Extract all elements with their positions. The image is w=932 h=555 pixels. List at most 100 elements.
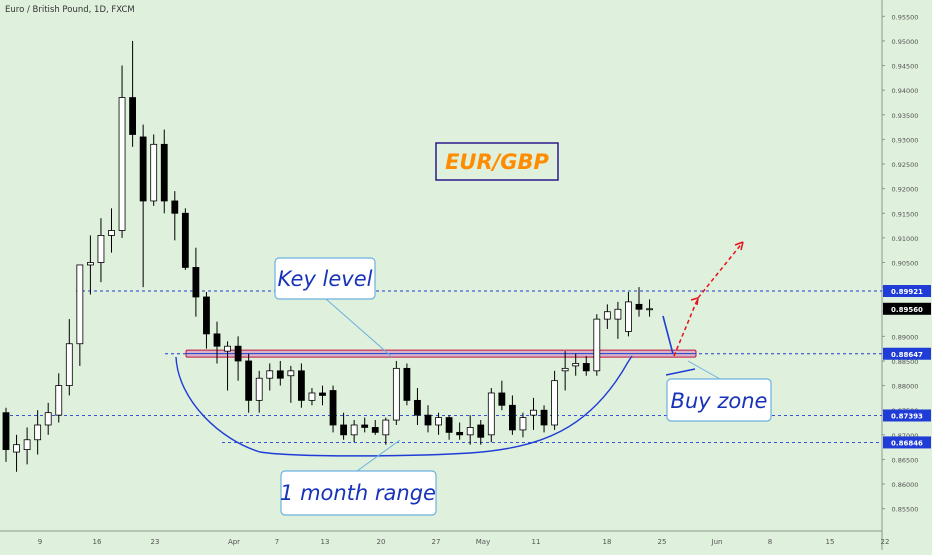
- chart-title: Euro / British Pound, 1D, FXCM: [5, 5, 135, 15]
- y-tick-label: 0.95000: [892, 38, 919, 46]
- y-tick-label: 0.92000: [892, 186, 919, 194]
- candle-body: [361, 424, 369, 428]
- last-price-badge: [883, 302, 931, 315]
- candle-body: [414, 399, 421, 416]
- buy-zone-label: Buy zone: [671, 389, 768, 413]
- candle-body: [160, 143, 168, 202]
- candle-body: [181, 212, 189, 268]
- candle-body: [614, 308, 622, 320]
- candle-body: [192, 267, 200, 298]
- candle-body: [108, 230, 115, 236]
- candle-body: [582, 363, 590, 372]
- buy-zone-box: [666, 378, 772, 422]
- candle-body: [23, 439, 31, 451]
- x-tick-label: 27: [432, 538, 441, 546]
- candle-body: [625, 301, 632, 332]
- level-price-label: 0.88647: [891, 351, 923, 359]
- candle-body: [171, 200, 179, 214]
- y-tick-label: 0.86000: [892, 481, 919, 489]
- candle-body: [593, 318, 601, 372]
- level-price-label: 0.89921: [891, 288, 923, 296]
- x-tick-label: 23: [151, 538, 160, 546]
- candle-body: [603, 311, 611, 320]
- last-price-label: 0.89560: [891, 306, 923, 314]
- range-label: 1 month range: [280, 481, 436, 505]
- candle-body: [646, 308, 653, 311]
- candle-body: [2, 412, 10, 451]
- candle-body: [329, 390, 337, 426]
- candle-body: [466, 427, 474, 436]
- candle-body: [308, 392, 316, 401]
- blue-arrow-base: [665, 368, 696, 376]
- y-tick-label: 0.89000: [892, 333, 919, 341]
- candle-body: [530, 409, 537, 416]
- candle-body: [234, 345, 242, 362]
- y-tick-label: 0.91500: [892, 210, 919, 218]
- candle-body: [287, 370, 295, 377]
- candle-body: [255, 377, 263, 401]
- candle-body: [139, 136, 147, 202]
- x-tick-label: 15: [826, 538, 835, 546]
- y-tick-label: 0.87000: [892, 432, 919, 440]
- candle-body: [572, 363, 580, 367]
- candle-body: [34, 424, 42, 441]
- y-tick-label: 0.88500: [892, 358, 919, 366]
- candle-body: [129, 97, 137, 135]
- candle-body: [477, 424, 485, 438]
- candle-body: [44, 412, 52, 426]
- level-price-badge: [883, 436, 931, 449]
- y-tick-label: 0.90500: [892, 260, 919, 268]
- candle-body: [445, 417, 453, 433]
- candle-body: [203, 296, 210, 335]
- candle-body: [276, 370, 284, 379]
- y-tick-label: 0.88000: [892, 383, 919, 391]
- range-pointer: [356, 439, 401, 472]
- candle-body: [266, 370, 274, 379]
- y-tick-label: 0.95500: [892, 13, 919, 21]
- x-tick-label: 7: [275, 538, 279, 546]
- x-tick-label: Jun: [711, 538, 723, 546]
- x-tick-label: 9: [38, 538, 42, 546]
- level-price-badge: [883, 347, 931, 360]
- candle-body: [87, 262, 94, 266]
- level-price-label: 0.87393: [891, 413, 923, 421]
- candle-body: [340, 424, 348, 436]
- red-arrow-head-mid: [690, 297, 699, 306]
- x-tick-label: Apr: [228, 538, 240, 546]
- candle-body: [76, 264, 84, 345]
- candle-body: [350, 424, 358, 436]
- candle-body: [213, 333, 221, 347]
- y-tick-label: 0.86500: [892, 456, 919, 464]
- red-arrow-path: [673, 241, 744, 357]
- candle-body: [371, 427, 379, 433]
- candle-body: [635, 303, 643, 310]
- y-tick-label: 0.94500: [892, 63, 919, 71]
- candle-body: [97, 235, 105, 263]
- candle-body: [55, 385, 63, 416]
- candle-body: [561, 367, 569, 372]
- candle-body: [540, 409, 548, 426]
- level-price-badge: [883, 285, 931, 298]
- y-tick-label: 0.93000: [892, 136, 919, 144]
- x-tick-label: 13: [321, 538, 330, 546]
- candle-body: [424, 414, 432, 426]
- candle-body: [13, 444, 20, 453]
- x-tick-label: 18: [603, 538, 612, 546]
- candle-body: [403, 367, 411, 401]
- candle-body: [487, 392, 495, 436]
- blue-arrow-down: [662, 315, 674, 355]
- level-price-badge: [883, 409, 931, 422]
- level-price-label: 0.86846: [891, 440, 923, 448]
- x-tick-label: 20: [377, 538, 386, 546]
- pair-label-box: [435, 142, 559, 181]
- candle-body: [551, 380, 558, 426]
- candle-body: [150, 143, 158, 202]
- y-tick-label: 0.85500: [892, 506, 919, 514]
- candle-body: [118, 97, 126, 231]
- candle-body: [498, 392, 506, 406]
- key-level-pointer: [325, 298, 393, 358]
- y-tick-label: 0.93500: [892, 112, 919, 120]
- x-tick-label: 16: [93, 538, 102, 546]
